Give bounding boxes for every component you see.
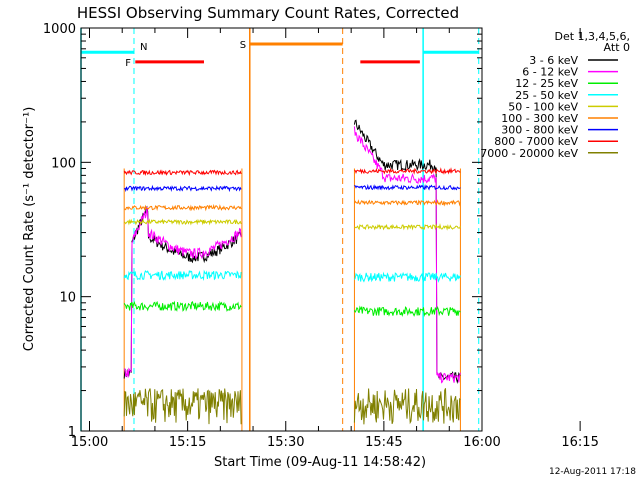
legend-label-7000-20000-kev: 7000 - 20000 keV	[480, 147, 578, 160]
axis-layer: 1 10 100 1000 15:00 15:15 15:30 15:45 16:00 16:15…	[43, 22, 599, 450]
x-tick-label-3: 15:30	[267, 435, 304, 450]
data-layer: FN S	[80, 28, 480, 431]
legend-title-line-1: Det 1,3,4,5,6,	[554, 30, 630, 43]
legend-label-300-800-kev: 300 - 800 keV	[501, 124, 578, 137]
x-tick-label-2: 15:15	[169, 435, 206, 450]
legend-label-25-50-kev: 25 - 50 keV	[515, 89, 578, 102]
flag-label-f: F	[125, 58, 131, 69]
series-7000-20000-kev-interval-1	[123, 388, 242, 425]
series-300-800-kev-interval-2	[354, 183, 461, 191]
legend-label-800-7000-kev: 800 - 7000 keV	[494, 135, 578, 148]
series-800-7000-kev-interval-2	[354, 167, 461, 175]
chart-title: HESSI Observing Summary Count Rates, Cor…	[77, 4, 459, 22]
legend-label-6-12-kev: 6 - 12 keV	[522, 66, 578, 79]
legend-title-line-2: Att 0	[604, 41, 630, 54]
series-3-6-kev-interval-1	[123, 205, 242, 379]
series-25-50-kev-interval-2	[353, 271, 461, 283]
series-800-7000-kev-interval-1	[123, 169, 242, 177]
series-300-800-kev-interval-1	[124, 184, 242, 193]
series-25-50-kev-interval-1	[123, 269, 242, 282]
x-tick-label-1: 15:00	[71, 435, 108, 450]
y-axis-label: Corrected Count Rate (s⁻¹ detector⁻¹)	[22, 107, 37, 352]
legend-label-50-100-kev: 50 - 100 keV	[508, 100, 578, 113]
series-100-300-kev-interval-1	[124, 203, 242, 212]
series-7000-20000-kev-interval-2	[353, 388, 461, 425]
legend-label-100-300-kev: 100 - 300 keV	[501, 112, 578, 125]
legend-label-12-25-kev: 12 - 25 keV	[515, 77, 578, 90]
series-100-300-kev-interval-2	[353, 199, 461, 207]
flag-label-s: S	[240, 40, 246, 51]
x-tick-label-5: 16:00	[463, 435, 500, 450]
x-tick-label-4: 15:45	[365, 435, 402, 450]
y-tick-label-2: 10	[59, 291, 76, 306]
series-6-12-kev-interval-2	[353, 126, 461, 384]
legend-label-3-6-kev: 3 - 6 keV	[529, 54, 578, 67]
plot-frame	[80, 27, 483, 432]
y-tick-label-3: 100	[51, 156, 76, 171]
flag-label-n: N	[140, 42, 147, 53]
footer-date: 12-Aug-2011 17:18	[549, 467, 636, 477]
x-axis-label: Start Time (09-Aug-11 14:58:42)	[214, 455, 426, 470]
series-50-100-kev-interval-2	[354, 223, 461, 231]
series-50-100-kev-interval-1	[123, 218, 242, 226]
series-6-12-kev-interval-1	[123, 206, 242, 378]
y-tick-label-1: 1	[68, 425, 76, 440]
series-12-25-kev-interval-1	[123, 300, 242, 312]
y-tick-label-4: 1000	[43, 22, 76, 37]
series-3-6-kev-interval-2	[353, 119, 461, 385]
series-12-25-kev-interval-2	[353, 305, 461, 318]
x-tick-label-6: 16:15	[561, 435, 598, 450]
